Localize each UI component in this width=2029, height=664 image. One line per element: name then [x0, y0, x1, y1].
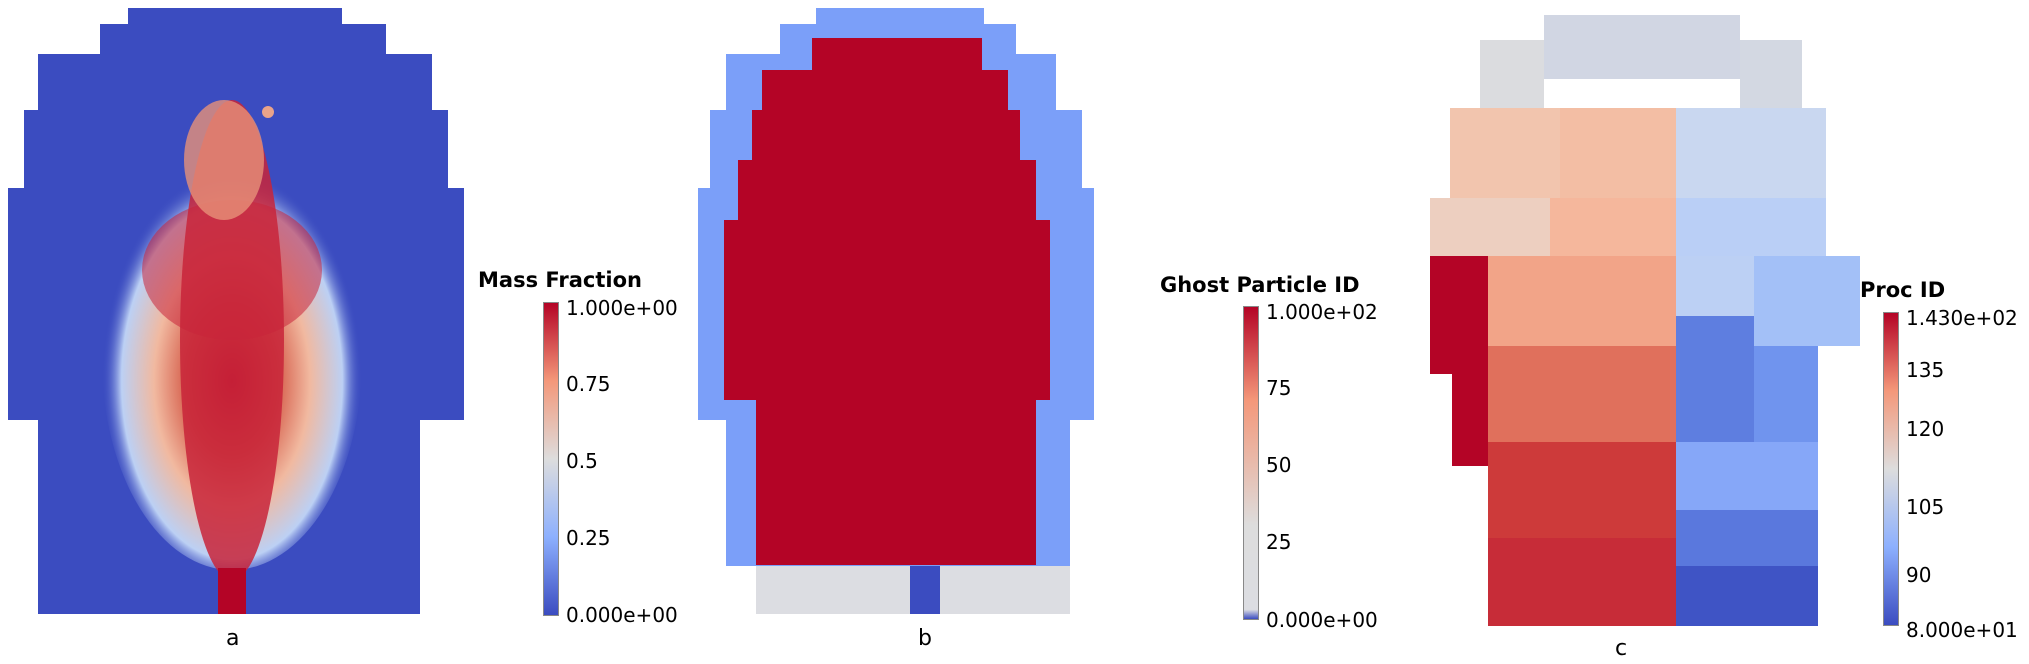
panel-caption: a — [226, 626, 240, 651]
panel-caption: c — [1615, 636, 1628, 661]
colorbar-tick: 1.430e+02 — [1906, 306, 2018, 330]
panel-a: a Mass Fraction 1.000e+00 0.75 0.5 0.25 … — [0, 0, 690, 664]
colorbar-tick: 0.75 — [566, 372, 611, 396]
colorbar-tick: 0.5 — [566, 449, 598, 473]
mass-fraction-image — [8, 8, 464, 614]
colorbar — [1883, 312, 1899, 626]
colorbar-tick: 50 — [1266, 453, 1292, 477]
colorbar-tick: 105 — [1906, 495, 1945, 519]
proc-id-image — [1430, 15, 1860, 626]
panel-b: b Ghost Particle ID 1.000e+02 75 50 25 0… — [690, 0, 1378, 664]
colorbar-tick: 25 — [1266, 530, 1292, 554]
colorbar-tick: 0.000e+00 — [1266, 608, 1378, 632]
colorbar-title: Ghost Particle ID — [1160, 273, 1360, 297]
colorbar-tick: 8.000e+01 — [1906, 618, 2018, 642]
colorbar-tick: 75 — [1266, 376, 1292, 400]
panel-c: c Proc ID 1.430e+02 135 120 105 90 8.000… — [1370, 0, 2029, 664]
colorbar-tick: 1.000e+02 — [1266, 300, 1378, 324]
colorbar-title: Mass Fraction — [478, 268, 642, 292]
ghost-particle-image — [698, 8, 1094, 614]
colorbar — [543, 302, 559, 616]
colorbar-tick: 1.000e+00 — [566, 296, 678, 320]
colorbar-tick: 120 — [1906, 417, 1945, 441]
colorbar-tick: 0.000e+00 — [566, 603, 678, 627]
panel-caption: b — [918, 626, 932, 651]
colorbar-tick: 135 — [1906, 358, 1945, 382]
colorbar-tick: 0.25 — [566, 526, 611, 550]
colorbar-title: Proc ID — [1860, 278, 1946, 302]
colorbar — [1243, 306, 1259, 620]
colorbar-tick: 90 — [1906, 563, 1932, 587]
